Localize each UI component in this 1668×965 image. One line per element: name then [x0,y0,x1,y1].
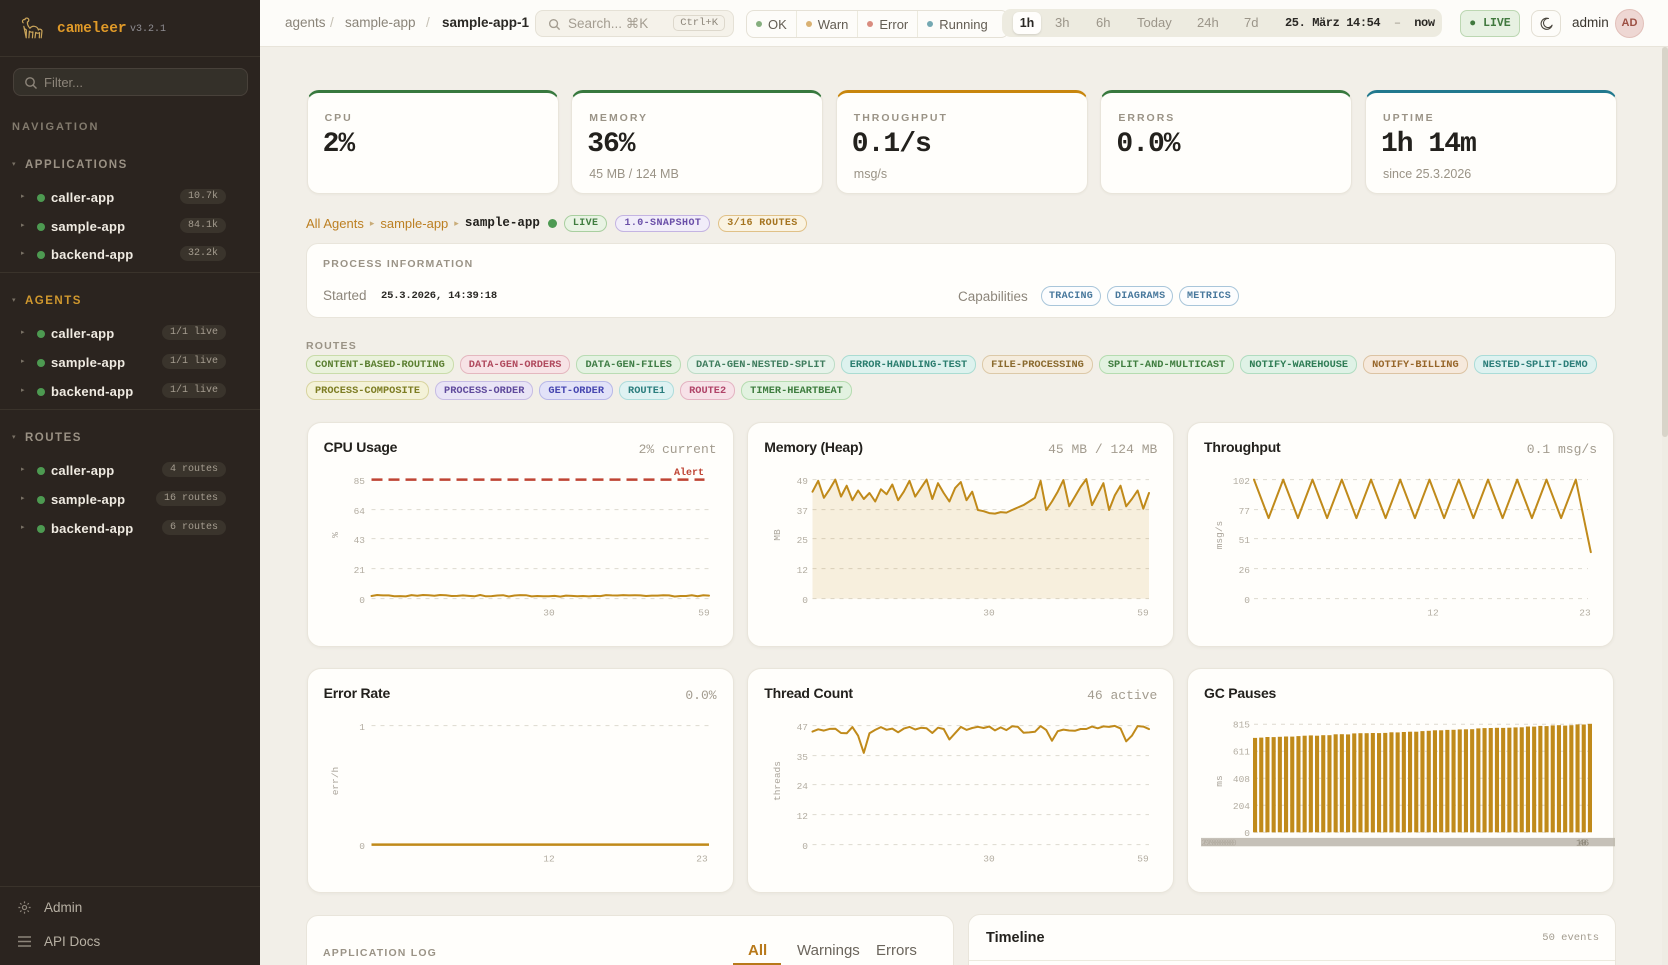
svg-text:ms: ms [1214,775,1225,786]
svg-text:0: 0 [803,841,809,852]
svg-text:59: 59 [1138,608,1150,619]
svg-text:err/h: err/h [330,767,341,796]
svg-text:30: 30 [984,608,996,619]
svg-text:23: 23 [696,854,708,865]
svg-text:30: 30 [984,854,996,865]
svg-text:threads: threads [772,761,783,801]
svg-text:204: 204 [1233,801,1250,812]
svg-text:21: 21 [353,565,365,576]
svg-text:85: 85 [353,476,365,487]
svg-text:26: 26 [1239,565,1251,576]
svg-text:51: 51 [1239,535,1251,546]
svg-text:0: 0 [1244,595,1250,606]
svg-text:12: 12 [543,854,555,865]
svg-text:43: 43 [353,535,365,546]
svg-text:23: 23 [1579,608,1591,619]
svg-text:37: 37 [797,506,808,517]
svg-text:%: % [330,532,341,538]
svg-text:408: 408 [1233,774,1250,785]
svg-text:0: 0 [359,595,365,606]
svg-text:102: 102 [1233,476,1250,487]
svg-text:64: 64 [353,506,365,517]
svg-text:0: 0 [359,841,365,852]
svg-text:30: 30 [543,608,555,619]
svg-text:12: 12 [797,565,809,576]
svg-text:msg/s: msg/s [1214,521,1225,550]
svg-text:0: 0 [803,595,809,606]
svg-text:611: 611 [1233,747,1250,758]
svg-text:77: 77 [1239,506,1250,517]
svg-text:12: 12 [797,811,809,822]
svg-text:24: 24 [797,781,809,792]
svg-text:35: 35 [797,752,809,763]
svg-text:12: 12 [1427,608,1439,619]
svg-text:47: 47 [797,722,808,733]
svg-text:49: 49 [797,476,809,487]
svg-text:MB: MB [772,529,783,541]
svg-text:1: 1 [359,722,365,733]
svg-text:Alert: Alert [674,467,704,479]
svg-text:59: 59 [698,608,710,619]
svg-text:1406: 1406 [1576,838,1590,849]
svg-text:815: 815 [1233,720,1250,731]
svg-text:0: 0 [1244,828,1250,839]
svg-text:59: 59 [1138,854,1150,865]
svg-text:25: 25 [797,535,809,546]
